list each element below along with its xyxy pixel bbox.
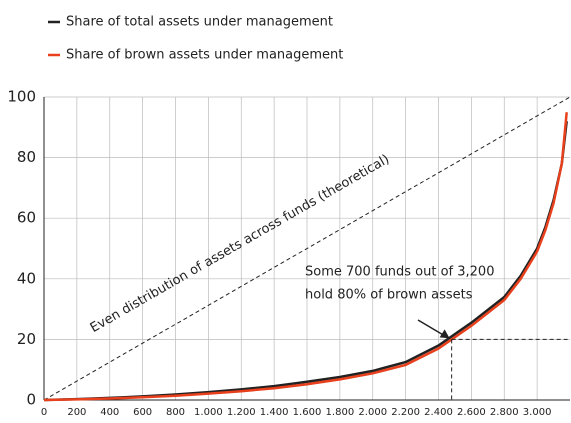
x-tick-label: 2.400 (424, 407, 453, 418)
x-tick-label: 200 (67, 407, 86, 418)
x-tick-label: 1.400 (260, 407, 289, 418)
x-tick-label: 0 (41, 407, 47, 418)
y-tick-label: 20 (17, 330, 36, 348)
y-tick-label: 40 (17, 269, 36, 287)
x-tick-label: 2.200 (391, 407, 420, 418)
y-tick-label: 0 (26, 391, 36, 409)
x-tick-label: 800 (166, 407, 185, 418)
x-tick-label: 1.000 (194, 407, 223, 418)
arrow-head (439, 329, 450, 339)
x-tick-label: 1.200 (227, 407, 256, 418)
annotation-arrow (417, 319, 447, 338)
x-tick-label: 400 (100, 407, 119, 418)
y-tick-label: 60 (17, 209, 36, 227)
y-tick-label: 100 (7, 88, 36, 106)
diagonal-label: Even distribution of assets across funds… (88, 152, 392, 336)
x-tick-label: 2.800 (490, 407, 519, 418)
x-tick-label: 600 (133, 407, 152, 418)
annotation-text: hold 80% of brown assets (305, 288, 473, 303)
x-tick-label: 2.000 (358, 407, 387, 418)
series-line (43, 121, 568, 402)
y-tick-label: 80 (17, 148, 36, 166)
diagonal (43, 96, 571, 401)
annotation-text: Some 700 funds out of 3,200 (305, 265, 494, 280)
series-line (43, 112, 568, 402)
x-tick-label: 1.600 (293, 407, 322, 418)
legend-label: Share of brown assets under management (66, 48, 343, 63)
x-tick-label: 1.800 (326, 407, 355, 418)
x-tick-label: 2.600 (457, 407, 486, 418)
legend-label: Share of total assets under management (66, 15, 333, 30)
x-tick-label: 3.000 (523, 407, 552, 418)
